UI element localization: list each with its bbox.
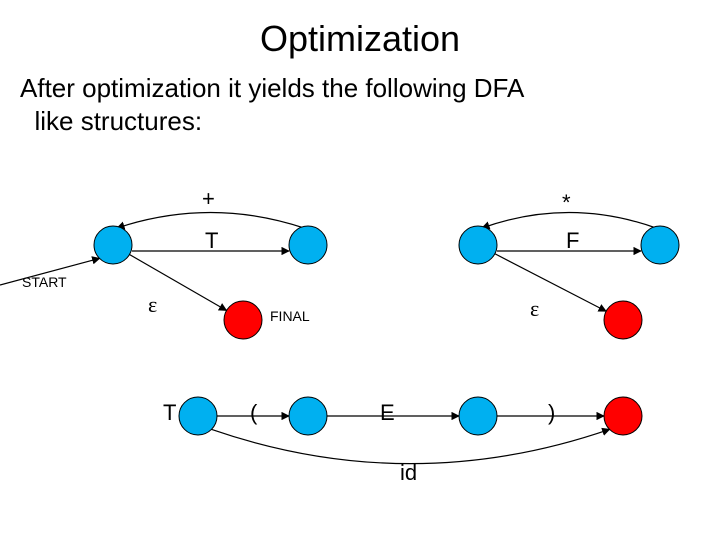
- e-label: E: [380, 400, 395, 426]
- lparen-label: (: [250, 400, 257, 426]
- rparen-label: ): [548, 400, 555, 426]
- plus-label: +: [202, 186, 215, 212]
- start-label: START: [22, 274, 67, 290]
- t-label-top: T: [205, 228, 218, 254]
- t-label-bottom: T: [163, 400, 176, 426]
- id-label: id: [400, 460, 417, 486]
- star-label: *: [562, 190, 571, 216]
- dfa-diagram: [0, 0, 720, 540]
- final-label: FINAL: [270, 308, 310, 324]
- f-label: F: [566, 228, 579, 254]
- epsilon-label-left: ε: [148, 292, 157, 318]
- epsilon-label-right: ε: [530, 296, 539, 322]
